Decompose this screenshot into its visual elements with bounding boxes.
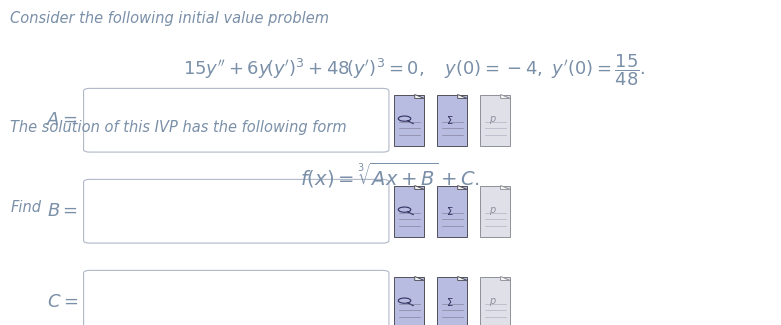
- FancyBboxPatch shape: [437, 186, 467, 237]
- Text: $p$: $p$: [489, 114, 497, 126]
- Text: $C =$: $C =$: [47, 293, 78, 311]
- Polygon shape: [458, 186, 467, 189]
- FancyBboxPatch shape: [480, 95, 510, 146]
- Text: Consider the following initial value problem: Consider the following initial value pro…: [10, 11, 329, 26]
- Polygon shape: [501, 277, 510, 280]
- Polygon shape: [501, 186, 510, 189]
- FancyBboxPatch shape: [84, 88, 389, 152]
- Text: Find: Find: [10, 200, 41, 215]
- Text: $15y'' + 6y\!\left(y'\right)^{3} + 48\!\left(y'\right)^{3} = 0,\quad y(0) = -4,\: $15y'' + 6y\!\left(y'\right)^{3} + 48\!\…: [183, 52, 645, 88]
- FancyBboxPatch shape: [394, 277, 424, 325]
- Text: $A =$: $A =$: [46, 111, 78, 129]
- Polygon shape: [415, 186, 424, 189]
- Text: $p$: $p$: [489, 296, 497, 308]
- FancyBboxPatch shape: [480, 277, 510, 325]
- Polygon shape: [458, 277, 467, 280]
- FancyBboxPatch shape: [84, 179, 389, 243]
- FancyBboxPatch shape: [84, 270, 389, 325]
- FancyBboxPatch shape: [437, 95, 467, 146]
- Text: $f(x) = \sqrt[3]{Ax + B} + C.$: $f(x) = \sqrt[3]{Ax + B} + C.$: [301, 161, 480, 190]
- Polygon shape: [415, 277, 424, 280]
- FancyBboxPatch shape: [480, 186, 510, 237]
- FancyBboxPatch shape: [437, 277, 467, 325]
- FancyBboxPatch shape: [394, 186, 424, 237]
- Polygon shape: [458, 95, 467, 98]
- Polygon shape: [415, 95, 424, 98]
- Polygon shape: [501, 95, 510, 98]
- Text: $B =$: $B =$: [47, 202, 78, 220]
- Text: $\Sigma$: $\Sigma$: [446, 205, 454, 217]
- Text: $\Sigma$: $\Sigma$: [446, 114, 454, 126]
- Text: The solution of this IVP has the following form: The solution of this IVP has the followi…: [10, 120, 347, 135]
- Text: $\Sigma$: $\Sigma$: [446, 296, 454, 308]
- FancyBboxPatch shape: [394, 95, 424, 146]
- Text: $p$: $p$: [489, 205, 497, 217]
